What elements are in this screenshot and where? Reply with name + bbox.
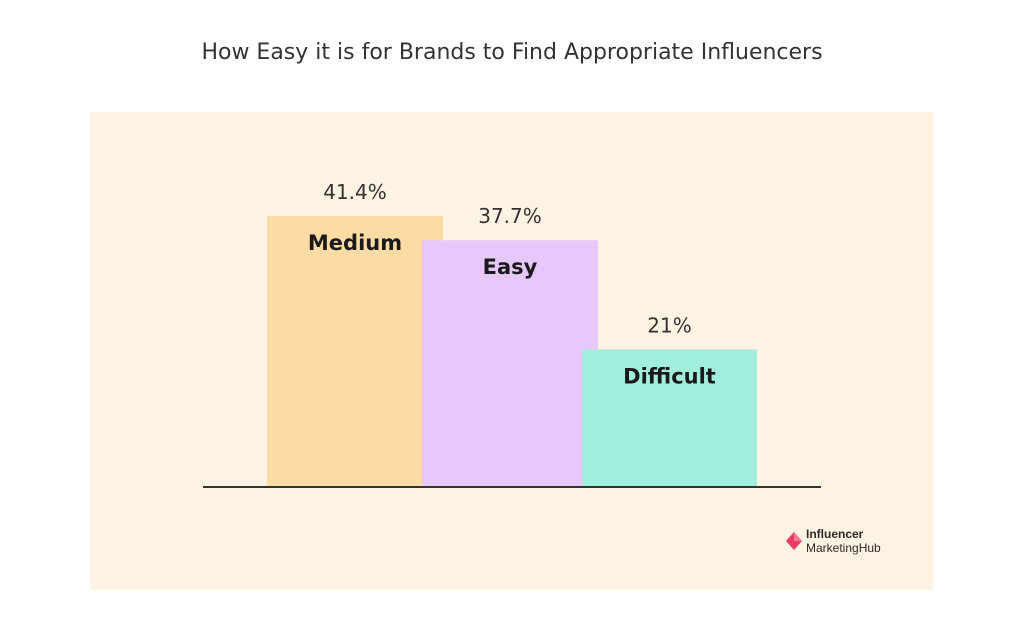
influencer-marketing-hub-logo: Influencer MarketingHub [786,527,916,557]
category-label-medium: Medium [308,231,402,255]
value-label-difficult: 21% [647,314,691,338]
logo-text-marketinghub: MarketingHub [806,541,881,555]
bar-easy [422,240,598,487]
category-label-difficult: Difficult [623,365,716,389]
category-label-easy: Easy [483,255,538,279]
logo-diamond-icon [786,532,802,550]
chart-title: How Easy it is for Brands to Find Approp… [201,40,823,65]
bar-difficult [582,349,757,487]
logo-text-influencer: Influencer [806,527,864,541]
value-label-easy: 37.7% [478,204,542,228]
value-label-medium: 41.4% [323,180,387,204]
bar-medium [267,216,443,487]
